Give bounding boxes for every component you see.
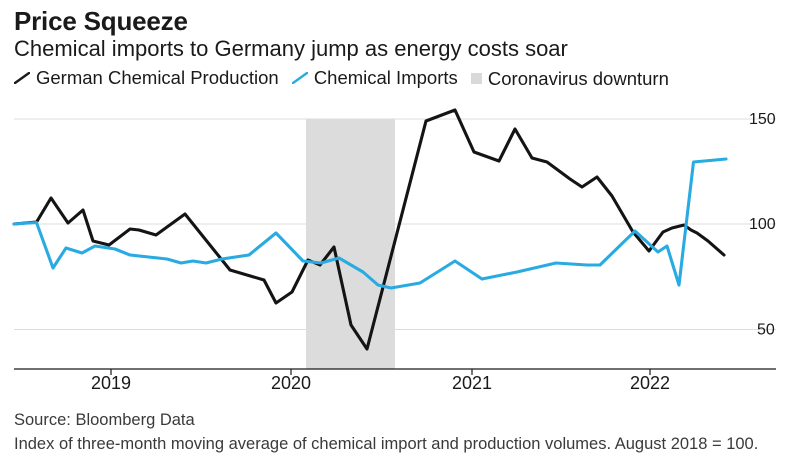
svg-text:150: 150: [749, 111, 776, 128]
svg-text:100: 100: [749, 216, 776, 233]
svg-text:2020: 2020: [271, 373, 311, 393]
svg-text:2022: 2022: [630, 373, 670, 393]
svg-text:2019: 2019: [91, 373, 131, 393]
svg-text:2021: 2021: [452, 373, 492, 393]
svg-text:50: 50: [757, 322, 775, 339]
